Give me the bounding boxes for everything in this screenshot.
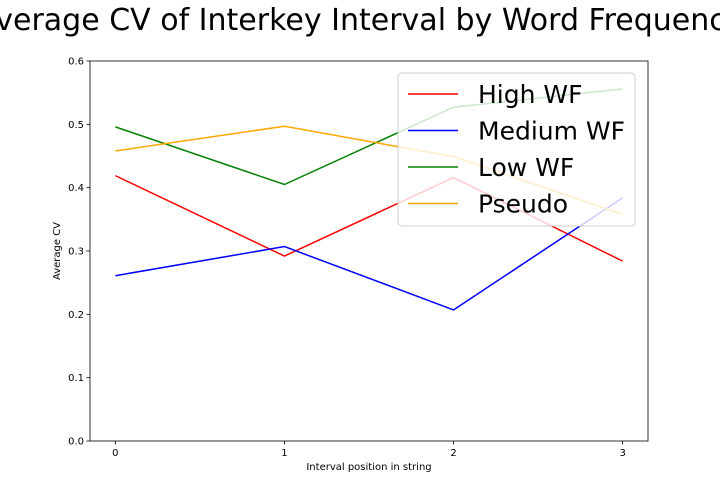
y-tick-label: 0.5 <box>68 120 84 131</box>
y-tick-label: 0.0 <box>68 437 84 448</box>
y-tick-label: 0.4 <box>68 183 84 194</box>
x-tick-label: 3 <box>619 448 625 459</box>
x-axis-label: Interval position in string <box>306 462 431 473</box>
y-tick-label: 0.6 <box>68 57 84 68</box>
y-tick-label: 0.1 <box>68 373 84 384</box>
legend: High WF Medium WF Low WF Pseudo <box>397 72 636 227</box>
legend-label-medium-wf: Medium WF <box>478 117 625 146</box>
y-tick-label: 0.3 <box>68 247 84 258</box>
legend-label-low-wf: Low WF <box>478 153 574 182</box>
series-line-medium-wf <box>115 197 624 311</box>
x-tick-label: 1 <box>281 448 287 459</box>
y-tick-label: 0.2 <box>68 310 84 321</box>
legend-label-high-wf: High WF <box>478 80 583 109</box>
x-tick-label: 0 <box>112 448 118 459</box>
plot-area: 0 1 2 3 0.0 0.1 0.2 0.3 0.4 0.5 0.6 <box>68 57 649 459</box>
x-tick-label: 2 <box>450 448 456 459</box>
y-axis-label: Average CV <box>52 222 63 280</box>
chart-title: Average CV of Interkey Interval by Word … <box>0 3 720 38</box>
legend-label-pseudo: Pseudo <box>478 190 568 219</box>
legend-box <box>397 72 636 227</box>
